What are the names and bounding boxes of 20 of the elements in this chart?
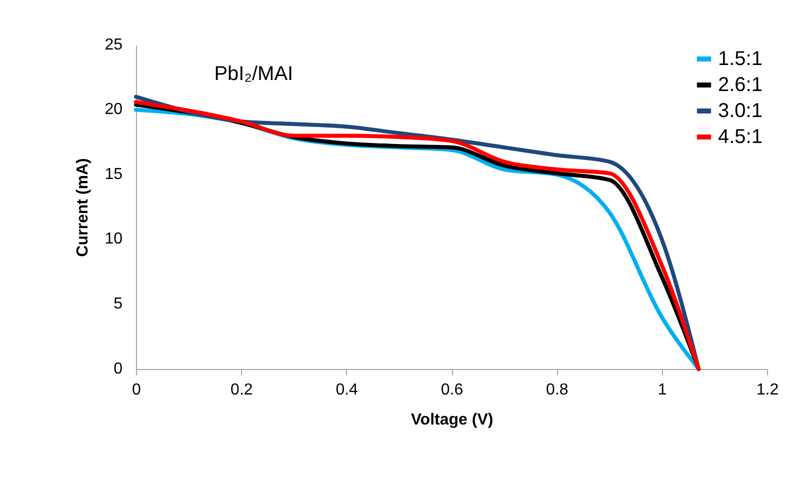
- y-tick-label: 20: [104, 101, 123, 118]
- y-axis-title: Current (mA): [74, 158, 92, 257]
- text: PbI₂/MAI: [214, 62, 294, 85]
- y-tick-label: 15: [104, 166, 123, 183]
- x-tick-label: 0: [132, 382, 142, 398]
- x-tick-label: 0.6: [440, 382, 464, 398]
- x-tick-label: 0.4: [336, 382, 358, 398]
- legend-label: 2.6:1: [718, 74, 762, 96]
- x-tick-label: 1: [658, 382, 667, 398]
- x-axis-title: Voltage (V): [410, 412, 494, 428]
- y-tick-label: 5: [114, 296, 123, 312]
- legend-label: 4.5:1: [718, 126, 762, 148]
- x-tick-label: 1.2: [756, 382, 779, 398]
- x-tick-label: 0.2: [230, 382, 253, 398]
- x-tick-label: 0.8: [546, 382, 568, 398]
- y-tick-label: 10: [104, 230, 123, 248]
- y-tick-label: 25: [104, 36, 123, 54]
- legend-label: 3.0:1: [718, 100, 762, 122]
- legend-label: 1.5:1: [718, 48, 762, 70]
- y-tick-label: 0: [114, 360, 123, 378]
